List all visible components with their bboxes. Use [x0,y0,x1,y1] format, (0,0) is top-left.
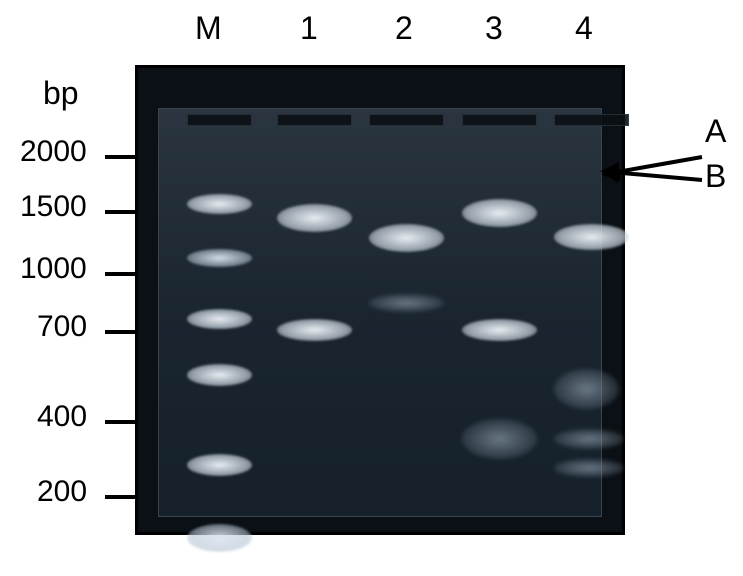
ladder-1500: 1500 [20,190,87,224]
band-1-upper [277,204,352,232]
band-3-mid [462,319,537,341]
band-m-200 [187,524,252,552]
band-2-lower [369,294,444,312]
ladder-2000: 2000 [20,135,87,169]
band-m-1000 [187,309,252,329]
ladder-1000: 1000 [20,252,87,286]
tick-700 [105,330,135,334]
lane-label-2: 2 [395,10,413,47]
tick-1000 [105,272,135,276]
ladder-400: 400 [37,400,87,434]
band-2-upper [369,224,444,252]
arrow-label-b: B [705,158,726,195]
gel-inner [158,108,602,517]
well-1 [277,114,352,126]
band-m-400 [187,454,252,476]
tick-1500 [105,210,135,214]
tick-2000 [105,155,135,159]
arrow-label-a: A [705,113,726,150]
well-2 [369,114,444,126]
lane-label-1: 1 [300,10,318,47]
gel-image [135,65,625,535]
ladder-200: 200 [37,475,87,509]
tick-200 [105,495,135,499]
tick-400 [105,420,135,424]
band-m-1500 [187,249,252,267]
band-4-mid1 [554,369,619,409]
gel-figure: bp M 1 2 3 4 2000 1500 1000 700 400 200 [0,0,743,576]
band-1-lower [277,319,352,341]
well-m [187,114,252,126]
well-3 [462,114,537,126]
lane-label-4: 4 [575,10,593,47]
ladder-700: 700 [37,310,87,344]
arrow-b [602,169,702,182]
band-3-upper [462,199,537,227]
band-3-lower [462,419,537,459]
band-m-2000 [187,194,252,214]
bp-unit-label: bp [43,75,79,112]
band-4-lower [554,459,624,477]
lane-label-m: M [195,10,222,47]
lane-label-3: 3 [485,10,503,47]
band-m-700 [187,364,252,386]
band-4-mid2 [554,429,624,449]
band-4-upper [554,224,629,250]
well-4 [554,114,629,126]
